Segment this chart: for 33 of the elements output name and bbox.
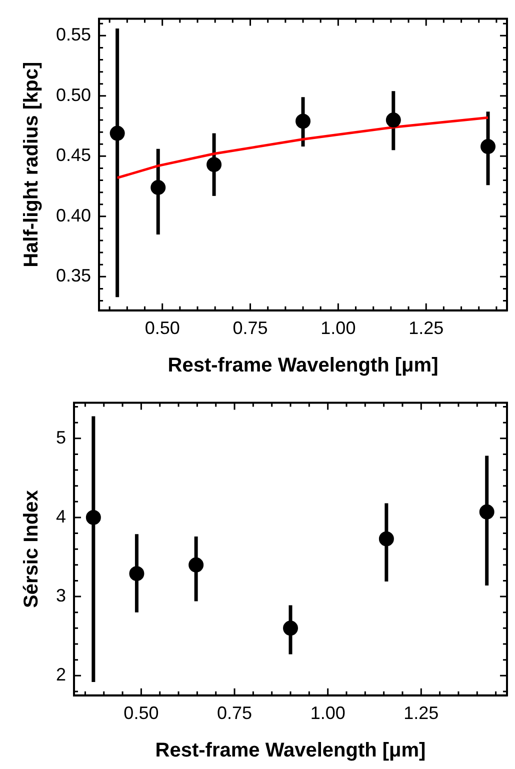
y-tick-label: 3 bbox=[56, 586, 66, 606]
point bbox=[386, 112, 401, 128]
x-tick-label: 0.75 bbox=[232, 318, 268, 338]
point bbox=[480, 139, 496, 154]
x-tick-label: 0.75 bbox=[216, 703, 252, 724]
point bbox=[129, 566, 144, 582]
x-tick-label: 0.50 bbox=[124, 703, 159, 724]
y-axis-title: Half-light radius [kpc] bbox=[20, 62, 43, 268]
y-tick-label: 0.55 bbox=[56, 24, 92, 45]
y-axis-title: Sérsic Index bbox=[20, 490, 43, 608]
x-tick-label: 1.00 bbox=[310, 703, 346, 724]
x-axis-title: Rest-frame Wavelength [μm] bbox=[168, 354, 438, 377]
point bbox=[378, 531, 394, 546]
point bbox=[110, 126, 125, 141]
x-axis-title: Rest-frame Wavelength [μm] bbox=[155, 740, 426, 762]
point bbox=[86, 510, 101, 525]
point bbox=[296, 114, 311, 129]
point bbox=[479, 504, 494, 520]
y-tick-label: 2 bbox=[56, 664, 66, 685]
point bbox=[188, 557, 204, 572]
y-tick-label: 0.45 bbox=[56, 145, 92, 166]
x-tick-label: 1.00 bbox=[320, 318, 356, 338]
y-tick-label: 5 bbox=[56, 427, 66, 448]
y-tick-label: 0.40 bbox=[56, 205, 92, 226]
x-tick-label: 1.25 bbox=[408, 318, 444, 338]
x-tick-label: 0.50 bbox=[144, 318, 180, 338]
x-tick-label: 1.25 bbox=[404, 703, 439, 724]
point bbox=[206, 157, 222, 172]
point bbox=[150, 180, 166, 195]
y-tick-label: 0.35 bbox=[56, 266, 92, 286]
y-tick-label: 0.50 bbox=[56, 84, 92, 105]
y-tick-label: 4 bbox=[56, 506, 66, 526]
point bbox=[283, 620, 298, 636]
